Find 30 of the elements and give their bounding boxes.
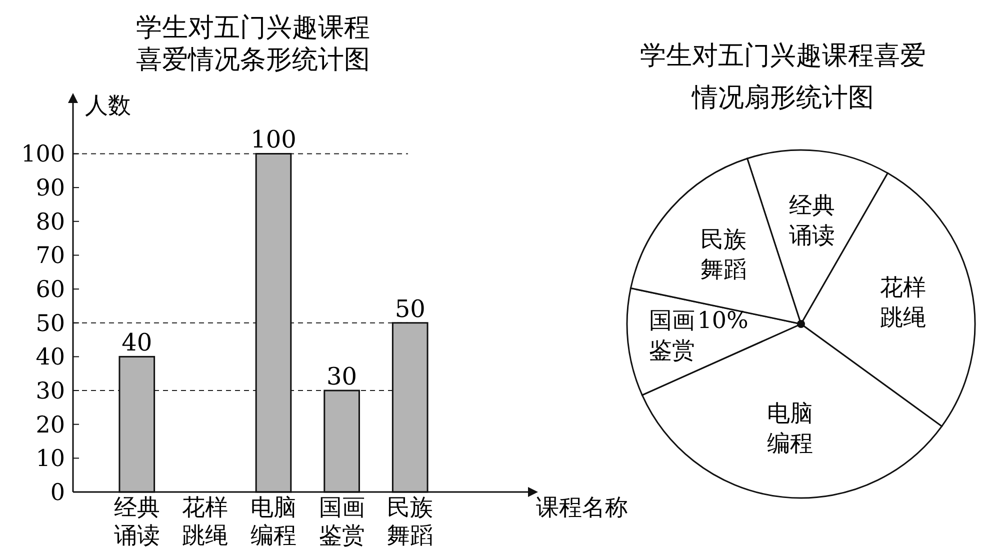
slice-label: 民族舞蹈	[700, 227, 746, 284]
slice-label: 国画鉴赏	[649, 308, 696, 364]
x-tick-label: 花样跳绳	[182, 495, 228, 549]
data-label: 40	[122, 328, 152, 357]
y-tick-label: 10	[36, 446, 65, 472]
chart-title: 学生对五门兴趣课程喜爱情况扇形统计图	[640, 41, 926, 113]
y-tick-label: 0	[50, 480, 65, 506]
data-label: 50	[394, 294, 426, 323]
x-tick-label: 经典诵读	[114, 495, 160, 549]
y-tick-label: 80	[36, 209, 65, 236]
slice-label: 电脑编程	[767, 400, 814, 457]
y-tick-label: 50	[36, 310, 65, 337]
y-tick-label: 100	[21, 142, 65, 168]
chart-title: 学生对五门兴趣课程喜爱情况条形统计图	[136, 13, 370, 75]
y-tick-label: 20	[36, 412, 65, 438]
x-tick-label: 电脑编程	[250, 495, 296, 549]
y-tick-label: 90	[36, 176, 65, 202]
y-tick-label: 40	[36, 344, 65, 371]
slice-label: 经典诵读	[788, 193, 835, 250]
x-axis-title: 课程名称	[536, 495, 628, 521]
y-tick-label: 30	[36, 378, 65, 405]
y-tick-label: 70	[36, 243, 65, 270]
y-tick-label: 60	[36, 277, 65, 304]
data-label: 30	[326, 362, 358, 391]
x-tick-label: 民族舞蹈	[387, 495, 434, 549]
slice-label: 花样跳绳	[880, 275, 926, 332]
data-label: 100	[250, 126, 296, 154]
y-axis-title: 人数	[85, 93, 131, 119]
data-label: 10%	[697, 308, 748, 334]
x-tick-label: 国画鉴赏	[318, 495, 365, 549]
